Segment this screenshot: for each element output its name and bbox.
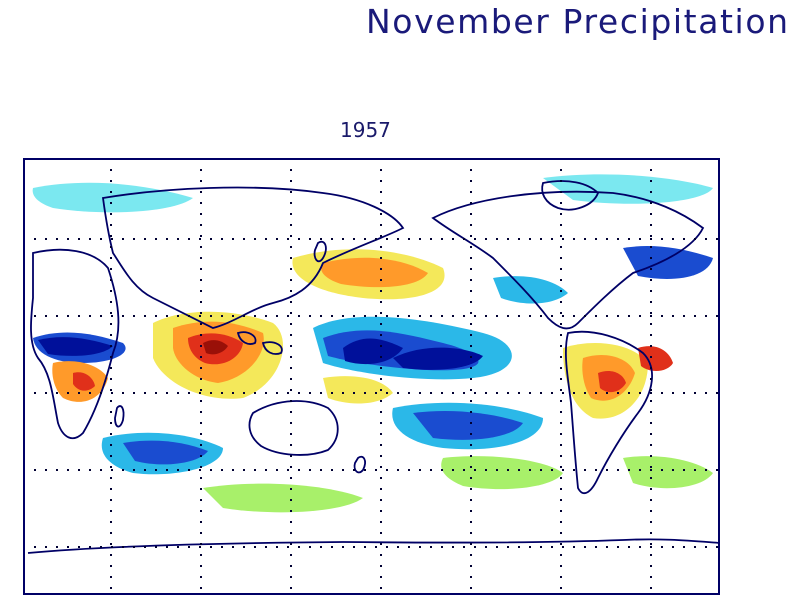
grid-points	[31, 163, 720, 593]
map-frame	[23, 158, 720, 595]
page-title: November Precipitation	[366, 2, 790, 41]
grid-row	[31, 238, 720, 548]
precipitation-map	[23, 158, 720, 595]
grid-col	[110, 163, 652, 593]
year-label: 1957	[340, 118, 391, 142]
